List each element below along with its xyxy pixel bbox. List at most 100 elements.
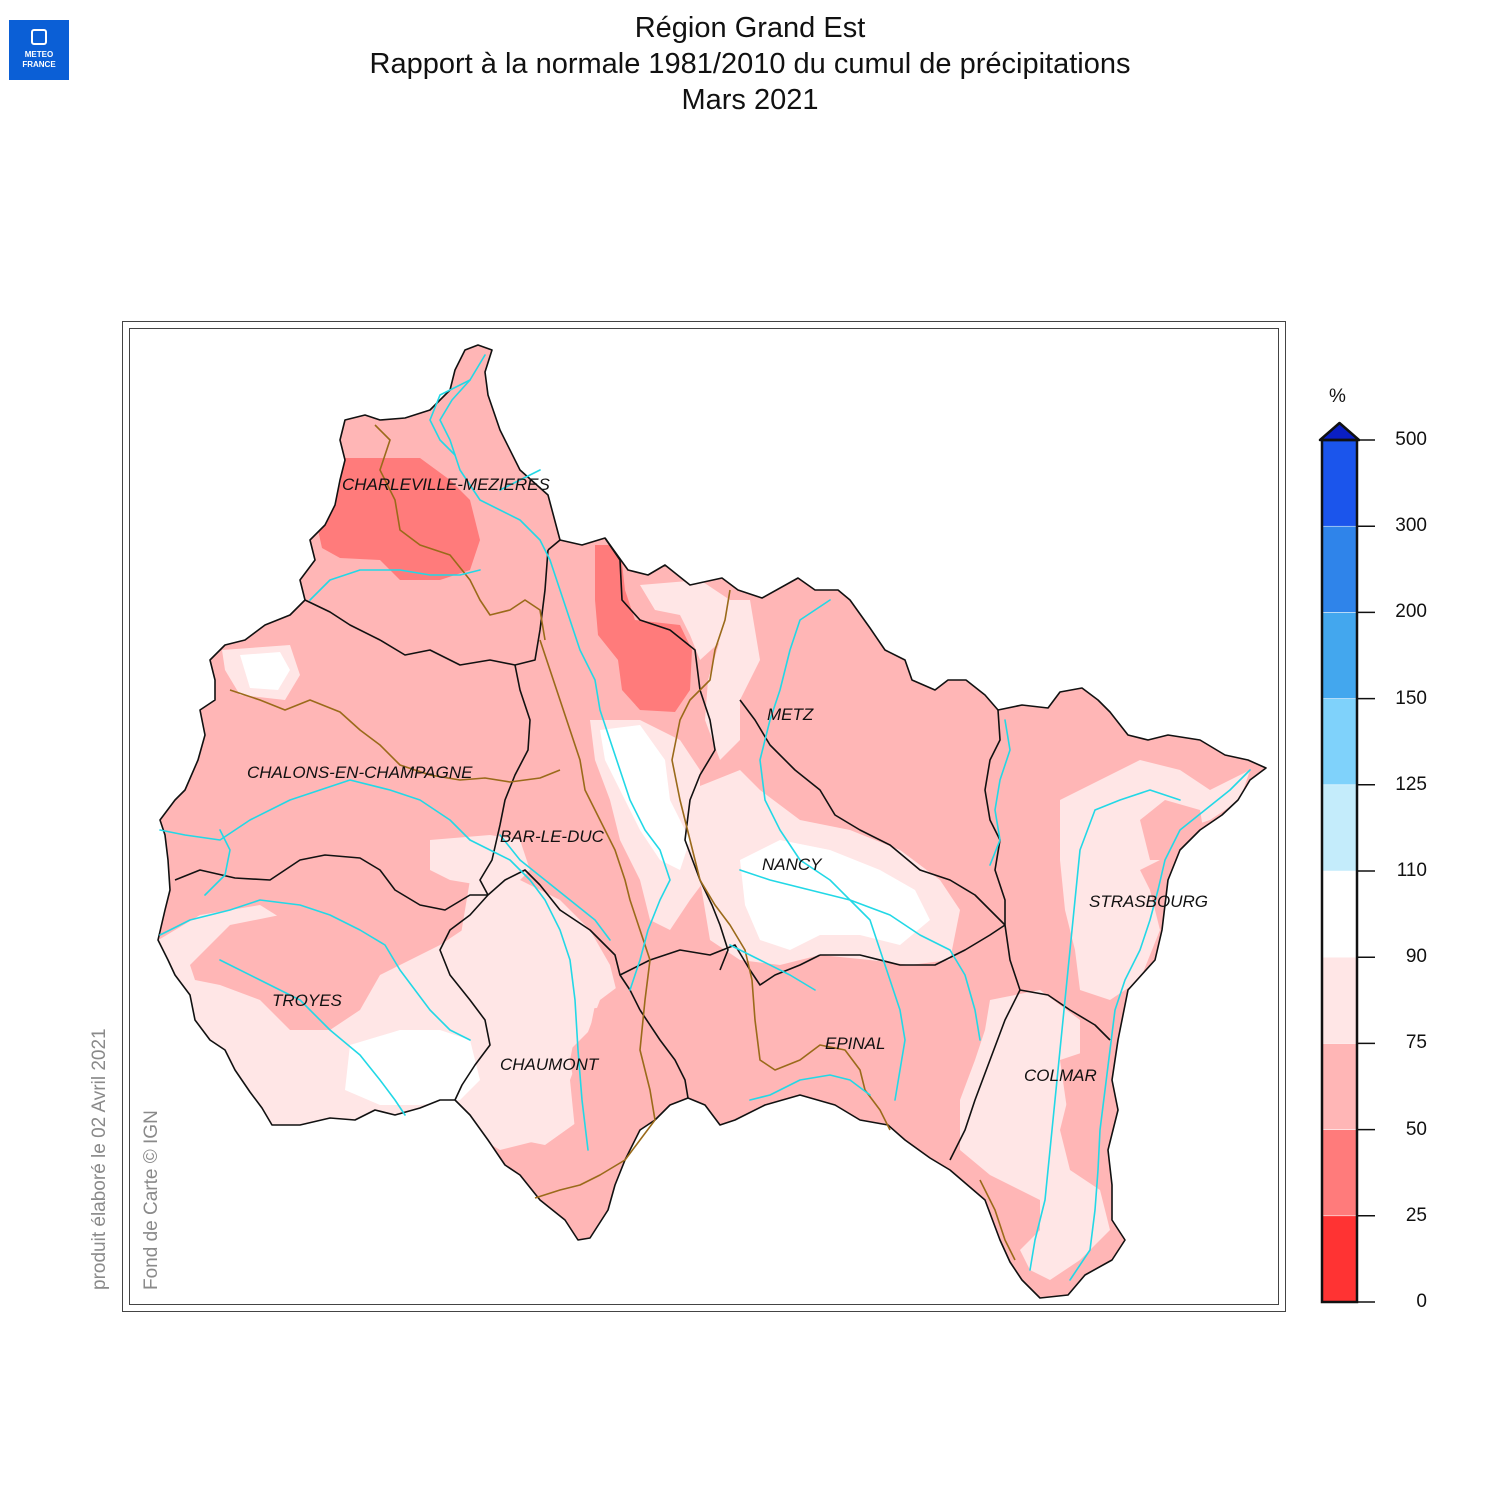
river-meuse [439, 354, 671, 991]
zones-25-50 [318, 458, 692, 712]
zone-strasbourg [1060, 760, 1250, 1000]
zone-pocket-colmar-east [1060, 1050, 1110, 1175]
city-metz: METZ [767, 705, 814, 724]
border-basrhin-hautrhin [1004, 924, 1111, 1041]
city-nancy: NANCY [762, 855, 823, 874]
border-ardennes-meuse [547, 539, 561, 551]
basemap-credit: Fond de Carte © IGN [141, 1110, 162, 1290]
border-aube-hautemarne [439, 894, 491, 1101]
border-meuse-hautemarne [487, 869, 641, 1011]
legend-tick-label: 110 [1396, 860, 1427, 881]
legend-color-bar [1318, 421, 1375, 1304]
legend-tick-label: 500 [1395, 429, 1427, 450]
zones-90-110 [240, 652, 930, 1105]
legend-swatch-90-110 [1321, 870, 1358, 958]
river-saone [749, 1074, 871, 1101]
department-borders [157, 344, 1267, 1299]
city-labels: CHARLEVILLE-MEZIERES METZ CHALONS-EN-CHA… [247, 475, 1208, 1085]
map-title: Région Grand Est [634, 12, 866, 44]
river-sarre [989, 719, 1011, 866]
meteo-france-logo: METEO FRANCE [9, 20, 69, 80]
legend-tick-label: 50 [1405, 1118, 1427, 1140]
legend-tick-label: 75 [1405, 1032, 1427, 1054]
zone-meuse-north-dry [595, 545, 692, 712]
river-meurthe [739, 869, 981, 1041]
legend-swatch-75-90 [1321, 956, 1358, 1044]
border-mm-vosges [820, 924, 1006, 966]
legend-tick-label: 25 [1405, 1204, 1427, 1226]
legend-tick-label: 150 [1395, 687, 1427, 709]
border-hautemarne-vosges [619, 944, 821, 986]
legend-swatch-0-25 [1321, 1215, 1358, 1303]
map-subtitle: Rapport à la normale 1981/2010 du cumul … [369, 48, 1131, 80]
basin-marne [229, 689, 561, 783]
map-titles: Région Grand Est Rapport à la normale 19… [0, 10, 1500, 118]
city-strasbourg: STRASBOURG [1089, 892, 1208, 911]
zone-white-nancy [740, 840, 930, 950]
city-charleville: CHARLEVILLE-MEZIERES [342, 475, 550, 494]
city-colmar: COLMAR [1024, 1066, 1097, 1085]
river-moselle [759, 599, 906, 1101]
zone-ardennes-dry [318, 458, 480, 580]
logo-mark-icon [31, 29, 47, 45]
river-chiers [429, 379, 471, 456]
river-madon [729, 944, 816, 991]
city-troyes: TROYES [272, 991, 343, 1010]
river-aisne [309, 569, 481, 601]
zone-white-chalons [240, 652, 290, 690]
zone-pocket-chaumont-east [570, 985, 650, 1170]
legend-unit: % [1329, 386, 1346, 407]
border-vosges-hautrhin [949, 989, 1021, 1161]
production-date: produit élaboré le 02 Avril 2021 [89, 1028, 110, 1290]
zone-white-meuse [600, 725, 690, 870]
border-marne-aube [174, 854, 488, 911]
zone-white-troyes [345, 1030, 480, 1105]
basin-saone [751, 979, 891, 1131]
zone-metz-west [705, 600, 760, 760]
border-ardennes-marne [304, 549, 549, 666]
basin-vosges [534, 959, 656, 1199]
basin-limits [229, 424, 1016, 1261]
zone-bar-le-duc [430, 835, 530, 890]
map-frame-inner [129, 328, 1279, 1305]
map-period: Mars 2021 [681, 84, 819, 116]
basin-rhin-south [979, 1179, 1016, 1261]
river-rhin [1069, 769, 1251, 1281]
border-hm-south [639, 1009, 689, 1099]
legend-swatch-50-75 [1321, 1043, 1358, 1130]
city-chalons: CHALONS-EN-CHAMPAGNE [247, 763, 473, 782]
river-north-stream [499, 469, 541, 491]
zone-chaumont-center [460, 880, 620, 1145]
legend-tick-label: 90 [1405, 946, 1427, 968]
border-moselle-basrhin [984, 709, 1006, 925]
river-aube [219, 959, 406, 1116]
legend-tick-label: 125 [1395, 773, 1427, 795]
ratio-zones [158, 458, 1250, 1280]
border-marne-meuse [479, 664, 531, 896]
region-outline [157, 344, 1267, 1299]
rivers [159, 354, 1251, 1281]
map-frame-outer [122, 321, 1286, 1312]
legend-tick-label: 0 [1416, 1291, 1427, 1312]
legend-swatch-150-200 [1321, 612, 1358, 699]
river-ill [1029, 789, 1181, 1271]
basin-moselle [671, 589, 753, 981]
logo-text: METEO FRANCE [22, 50, 56, 69]
border-mm-moselle [739, 699, 1006, 926]
river-ornain [499, 834, 611, 941]
basin-ardennes [374, 424, 546, 641]
legend-swatch-125-150 [1321, 698, 1358, 786]
zone-meuse-north [640, 580, 730, 660]
legend-swatch-25-50 [1321, 1129, 1358, 1217]
zone-pocket-troyes [190, 915, 380, 1030]
legend-overflow-arrow [1318, 421, 1361, 442]
city-epinal: EPINAL [825, 1034, 885, 1053]
river-marne [159, 779, 589, 1151]
legend-tick-label: 200 [1395, 601, 1427, 623]
river-chalons-stream [204, 829, 231, 896]
city-chaumont: CHAUMONT [500, 1055, 600, 1074]
legend-swatch-300-500 [1321, 439, 1358, 527]
zones-50-75-pockets [190, 800, 1205, 1175]
legend-swatch-200-300 [1321, 525, 1358, 613]
